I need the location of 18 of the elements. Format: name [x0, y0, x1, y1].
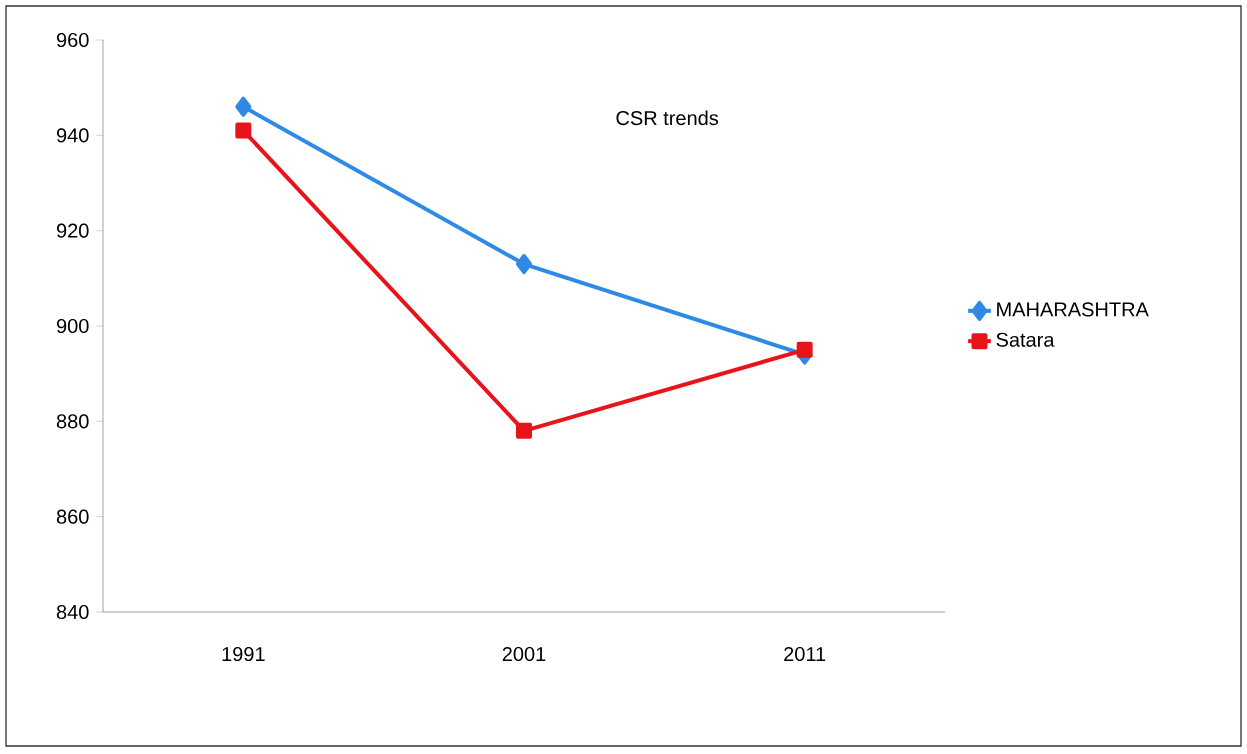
point [516, 254, 532, 275]
legend-label: MAHARASHTRA [997, 302, 1149, 317]
y-tick-label: 880 [56, 414, 89, 429]
legend-label: Satara [996, 332, 1055, 347]
y-tick-label: 840 [56, 604, 89, 620]
y-tick-label: 860 [56, 509, 89, 524]
y-tick-label: 900 [56, 318, 89, 334]
y-tick-label: 940 [56, 128, 89, 143]
point [516, 422, 532, 439]
point [796, 341, 813, 358]
x-tick-label: 2001 [502, 646, 546, 662]
text: CSR trends [616, 110, 719, 126]
x-tick-label: 1991 [222, 646, 265, 662]
x-tick-label: 2011 [784, 646, 826, 662]
point [235, 96, 252, 117]
y-tick-label: 920 [56, 223, 89, 238]
y-tick-label: 960 [56, 32, 89, 48]
point [235, 122, 252, 139]
